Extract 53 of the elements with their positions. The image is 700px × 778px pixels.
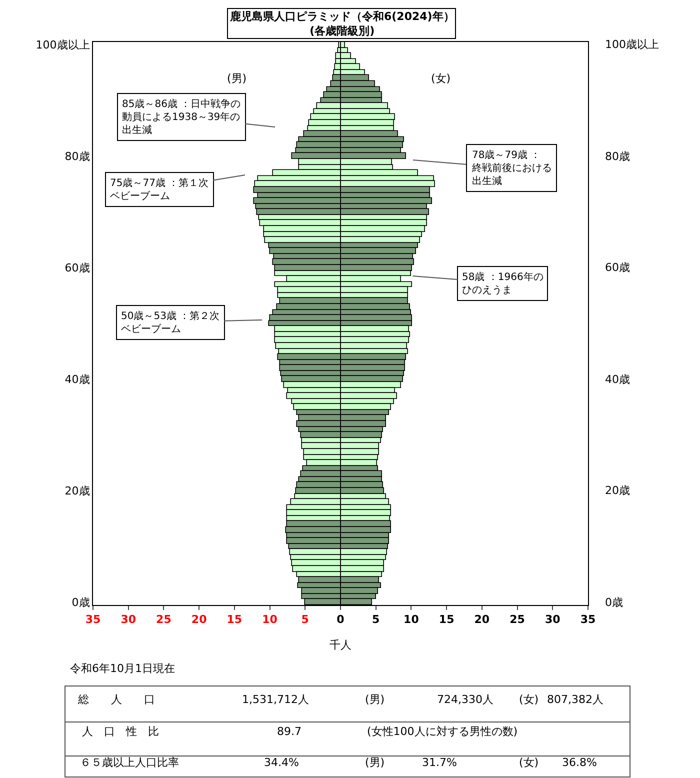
x-tick-label: 5 (372, 613, 380, 626)
x-tick-label: 35 (85, 613, 101, 626)
x-tick-label: 30 (120, 613, 136, 626)
text: 36.8% (562, 756, 597, 769)
category-label: 80歳 (605, 150, 630, 163)
x-tick-label: 5 (301, 613, 309, 626)
text: (男) (227, 72, 247, 85)
x-tick-label: 15 (438, 613, 454, 626)
y-tick-label: 40歳 (64, 373, 90, 386)
category-label: 20歳 (605, 484, 630, 497)
chart-title: 鹿児島県人口ピラミッド（令和6(2024)年） (229, 10, 454, 23)
y-tick-label: 60歳 (64, 262, 90, 275)
chart-subtitle: (各歳階級別) (310, 24, 375, 38)
y-tick-label: 80歳 (64, 150, 90, 164)
y-tick-label: 100歳以上 (36, 38, 90, 52)
text: 34.4% (264, 756, 299, 769)
x-tick-label: 10 (404, 613, 420, 626)
text: 807,382人 (547, 693, 604, 706)
x-tick-label: 10 (262, 613, 278, 626)
x-tick-label: 25 (510, 613, 525, 626)
x-tick-label: 20 (191, 613, 208, 626)
category-label: 0歳 (605, 596, 623, 609)
text: (女) (519, 756, 539, 769)
text: (男) (365, 693, 385, 706)
annotation: 50歳～53歳 ：第２次ベビーブーム (121, 310, 220, 335)
category-label: 40歳 (605, 373, 630, 386)
text: 1,531,712人 (242, 693, 309, 706)
x-axis-title: 千人 (330, 638, 352, 652)
annotation: 85歳～86歳 ：日中戦争の動員による1938～39年の出生減 (122, 98, 241, 136)
text: (女) (431, 72, 451, 85)
text: 令和6年10月1日現在 (70, 662, 175, 675)
text: 人 口 性 比 (82, 725, 159, 738)
x-tick-label: 30 (544, 613, 561, 626)
x-tick-label: 35 (580, 613, 596, 626)
text: ６５歳以上人口比率 (80, 756, 179, 769)
x-tick-label: 20 (474, 613, 490, 626)
text: (男) (365, 756, 385, 769)
text: 総 人 口 (77, 693, 155, 706)
annotation: 75歳～77歳 ：第１次ベビーブーム (110, 177, 209, 202)
x-tick-label: 0 (336, 613, 345, 626)
category-label: 60歳 (605, 261, 630, 274)
text: 89.7 (277, 725, 302, 738)
y-tick-label: 20歳 (64, 484, 90, 498)
x-tick-label: 15 (226, 613, 242, 626)
x-tick-label: 25 (156, 613, 172, 626)
text: 31.7% (422, 756, 457, 769)
annotation: 58歳 ：1966年のひのえうま (462, 271, 544, 296)
text: (女) (519, 693, 539, 706)
text: (女性100人に対する男性の数) (367, 725, 518, 738)
category-label: 100歳以上 (605, 38, 659, 51)
annotation: 78歳～79歳 ：終戦前後における出生減 (471, 149, 552, 187)
text: 724,330人 (437, 693, 494, 706)
y-tick-label: 0歳 (72, 596, 90, 610)
